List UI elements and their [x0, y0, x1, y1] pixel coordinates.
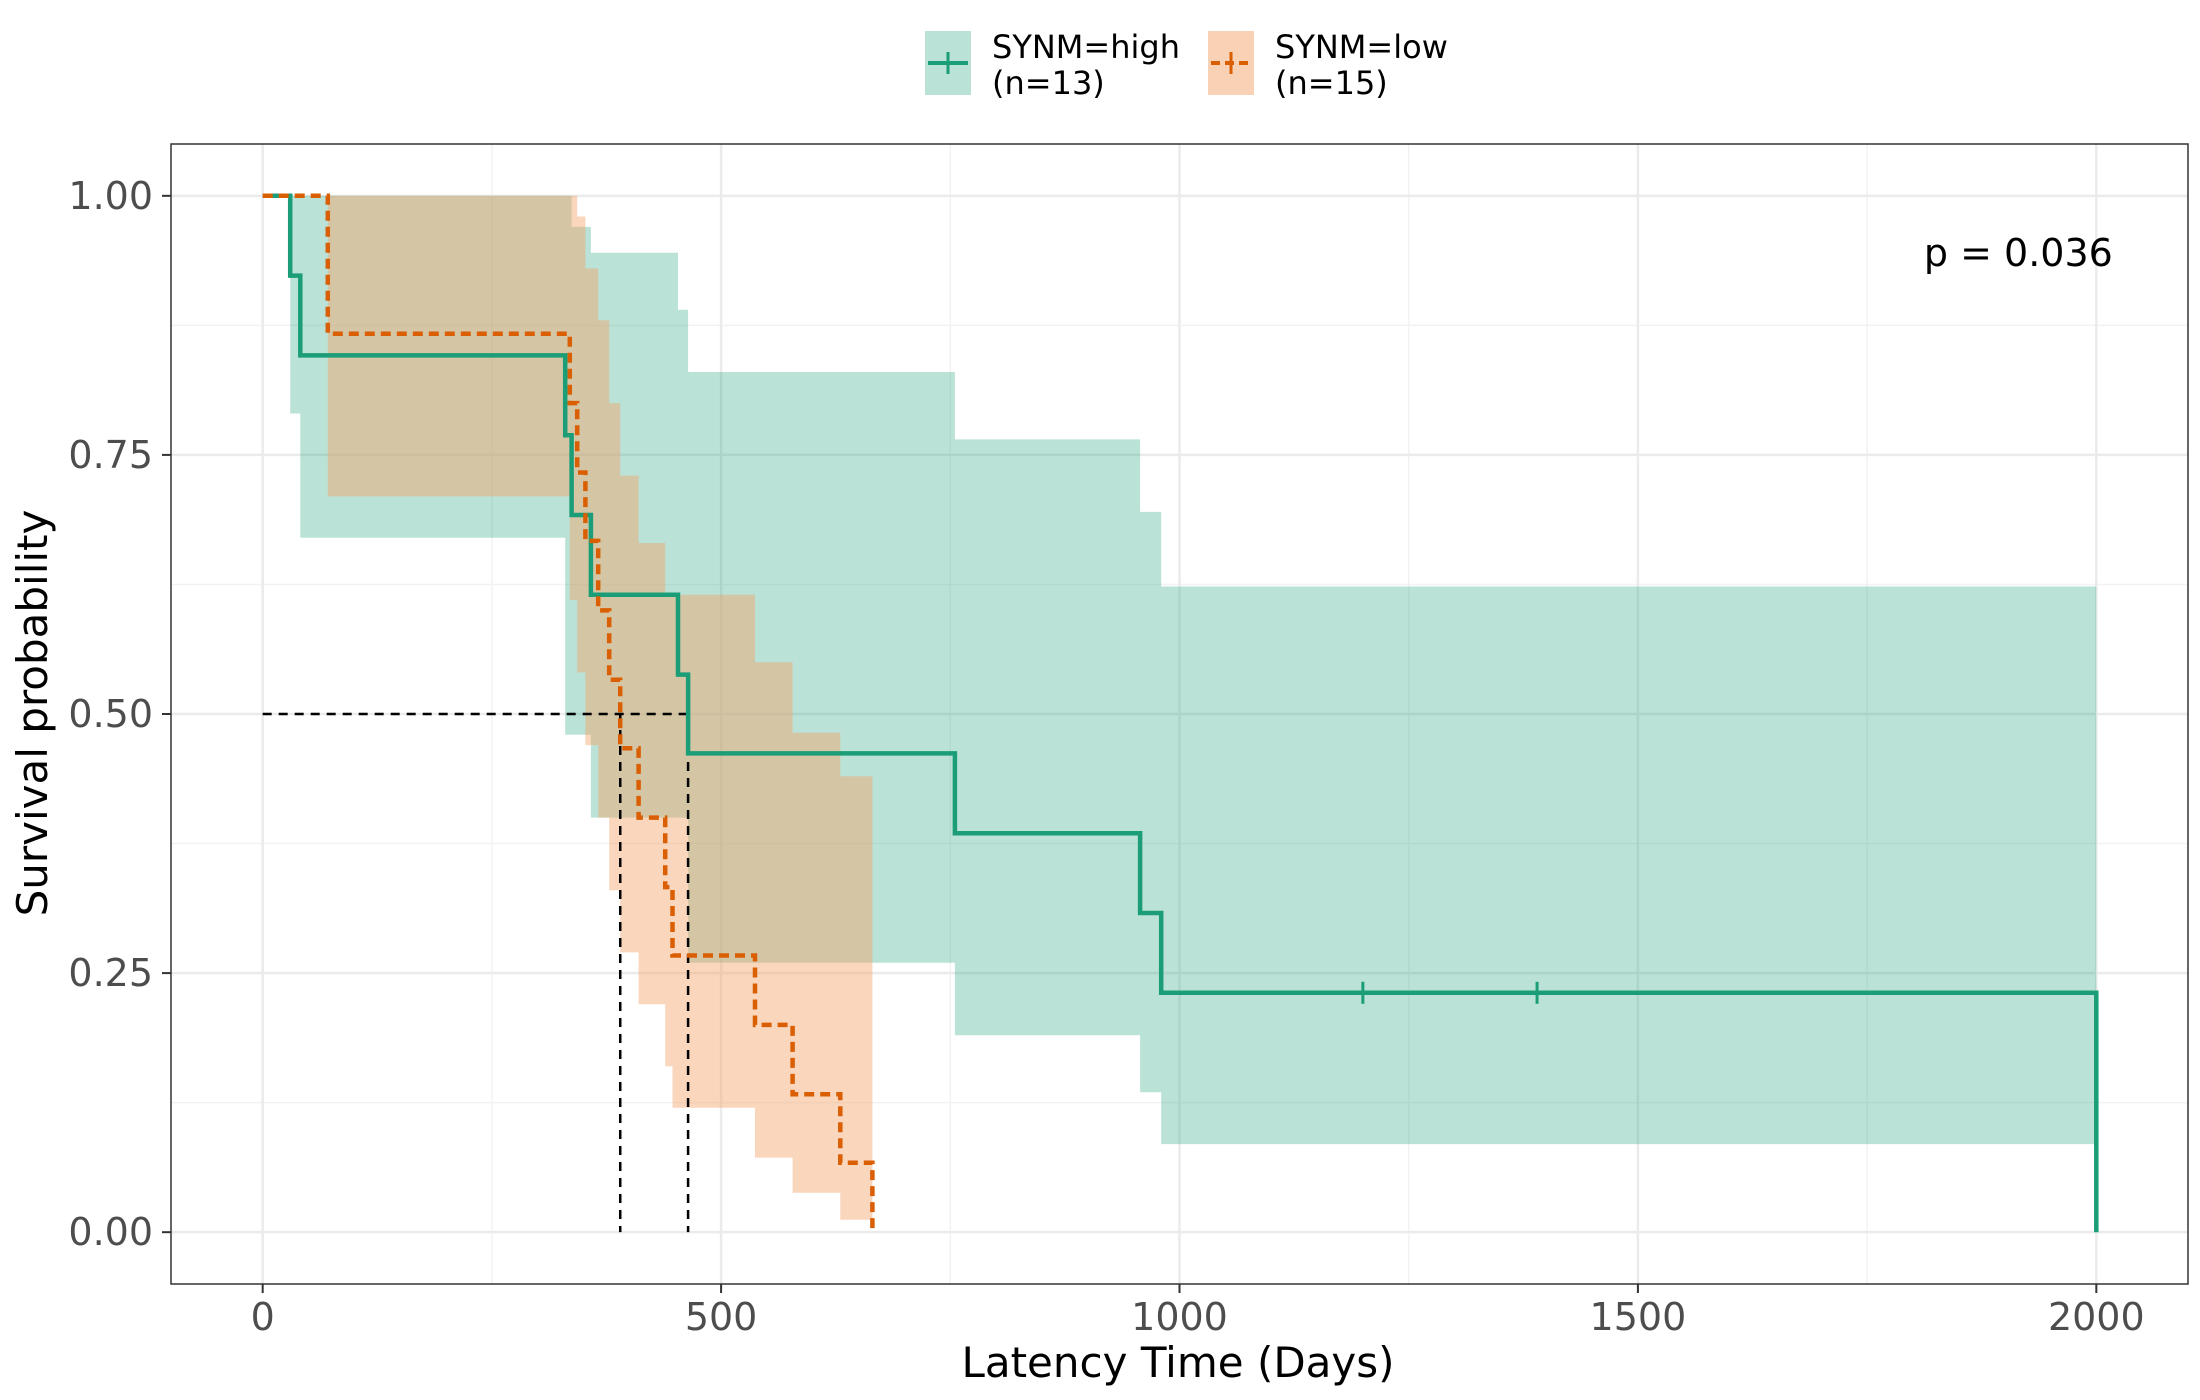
confidence-band-0	[262, 195, 2097, 1145]
axis-ticks	[162, 194, 2098, 1293]
legend-label-synm-low: SYNM=low	[1275, 28, 1448, 66]
y-tick-label-1: 0.25	[68, 951, 153, 995]
y-tick-label-3: 0.75	[68, 433, 153, 477]
confidence-band-1	[262, 195, 873, 1220]
x-tick-label-2: 1000	[1131, 1295, 1228, 1339]
x-tick-label-0: 0	[251, 1295, 275, 1339]
tick-labels: 0 500 1000 1500 2000 0.00 0.25 0.50 0.75 1.00	[68, 174, 2144, 1339]
censor-marks	[1361, 981, 1539, 1004]
legend-count-synm-high: (n=13)	[992, 64, 1105, 102]
confidence-bands	[262, 195, 2097, 1220]
legend-count-synm-low: (n=15)	[1275, 64, 1388, 102]
p-value-annotation: p = 0.036	[1924, 231, 2113, 275]
x-axis-title: Latency Time (Days)	[961, 1338, 1394, 1387]
legend-item-synm-high: SYNM=high (n=13)	[925, 28, 1180, 102]
legend-item-synm-low: SYNM=low (n=15)	[1208, 28, 1448, 102]
y-tick-label-2: 0.50	[68, 692, 153, 736]
survival-curve-0	[262, 193, 2099, 1233]
x-tick-label-3: 1500	[1590, 1295, 1687, 1339]
x-tick-label-1: 500	[685, 1295, 758, 1339]
y-tick-label-4: 1.00	[68, 174, 153, 218]
survival-curve-1	[262, 193, 875, 1233]
median-lines	[262, 712, 690, 1233]
y-tick-label-0: 0.00	[68, 1210, 153, 1254]
x-tick-label-4: 2000	[2048, 1295, 2145, 1339]
y-axis-title: Survival probability	[8, 510, 57, 917]
legend-label-synm-high: SYNM=high	[992, 28, 1180, 66]
legend: SYNM=high (n=13) SYNM=low (n=15)	[925, 28, 1448, 102]
survival-curves	[262, 193, 2099, 1233]
